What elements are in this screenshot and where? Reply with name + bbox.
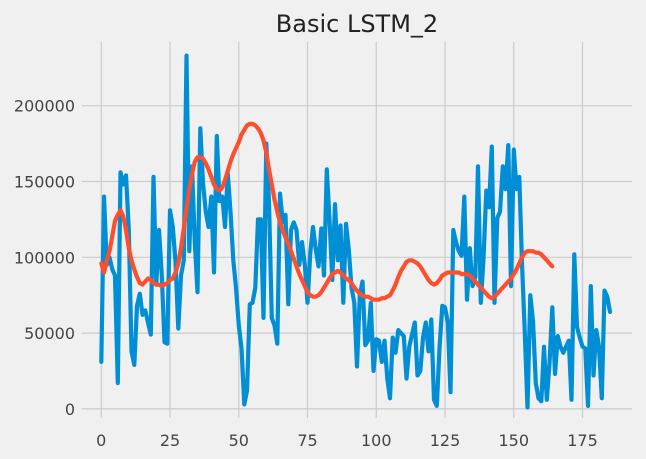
x-tick-label: 75: [297, 431, 317, 450]
y-tick-label: 200000: [14, 97, 75, 116]
x-tick-label: 25: [160, 431, 180, 450]
chart-title: Basic LSTM_2: [276, 10, 438, 38]
y-tick-label: 50000: [24, 324, 75, 343]
y-tick-label: 150000: [14, 172, 75, 191]
x-tick-label: 150: [498, 431, 529, 450]
x-tick-label: 50: [229, 431, 249, 450]
y-tick-label: 100000: [14, 248, 75, 267]
x-tick-label: 100: [361, 431, 392, 450]
x-tick-label: 175: [567, 431, 598, 450]
tick-labels: 0 25 50 75 100 125 150 175 0 50000 100000 150000 200…: [14, 97, 598, 450]
y-tick-label: 0: [65, 400, 75, 419]
x-tick-label: 0: [96, 431, 106, 450]
series-lines: [99, 53, 613, 410]
series-line-actual: [99, 53, 613, 410]
x-tick-label: 125: [430, 431, 461, 450]
series-line-predicted: [99, 121, 555, 302]
